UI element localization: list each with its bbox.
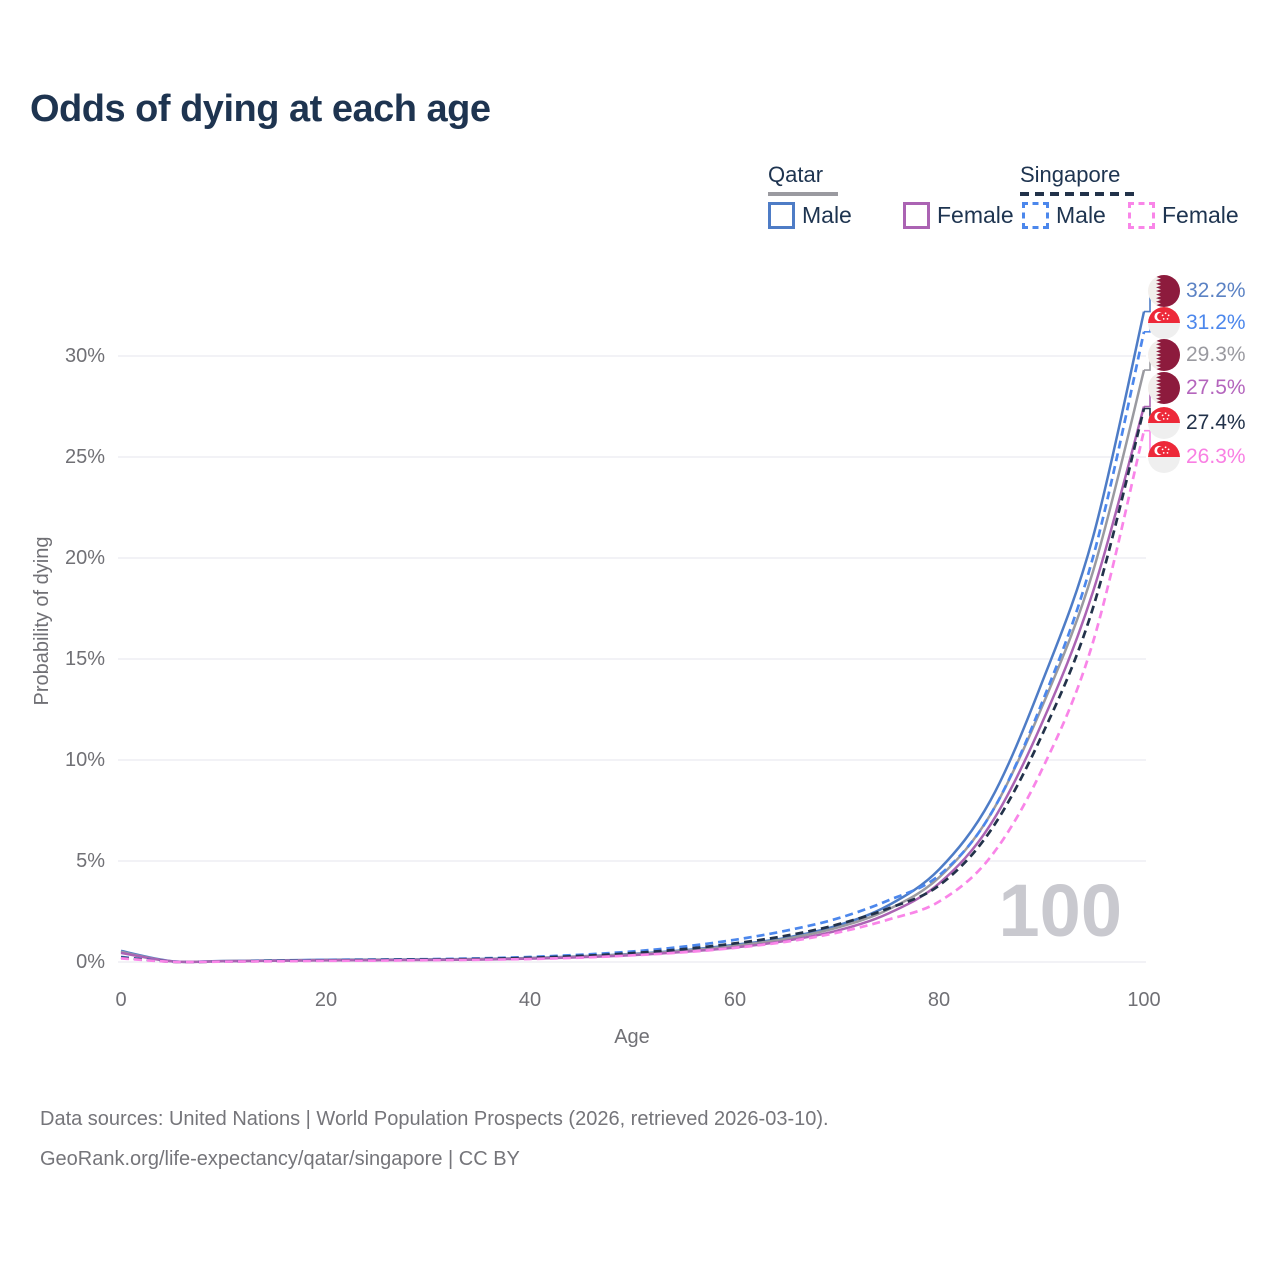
- end-value-label: 32.2%: [1186, 279, 1246, 302]
- singapore-flag-icon: [1148, 407, 1180, 439]
- series-line-singapore-male[interactable]: [120, 331, 1146, 964]
- legend-item-singapore-male[interactable]: Male: [1022, 202, 1106, 229]
- legend-item-label: Female: [937, 202, 1014, 228]
- series-lines: [120, 311, 1146, 964]
- x-tick-label: 0: [115, 989, 127, 1011]
- qatar-female-swatch-icon: [903, 202, 930, 229]
- end-value-label: 29.3%: [1186, 343, 1246, 366]
- legend-group-title-qatar: Qatar: [768, 162, 824, 187]
- line-end-label-singapore-female: 26.3%: [1148, 441, 1246, 473]
- legend-item-qatar-male[interactable]: Male: [768, 202, 852, 229]
- legend-item-singapore-female[interactable]: Female: [1128, 202, 1239, 229]
- x-tick-label: 100: [1127, 989, 1161, 1011]
- legend-item-label: Female: [1162, 202, 1239, 228]
- line-end-label-qatar-female: 27.5%: [1148, 372, 1246, 404]
- end-value-label: 31.2%: [1186, 311, 1246, 334]
- series-line-qatar-male[interactable]: [120, 311, 1146, 964]
- end-value-label: 27.4%: [1186, 411, 1246, 434]
- x-tick-label: 60: [723, 989, 747, 1011]
- age-watermark: 100: [998, 869, 1122, 952]
- y-tick-label: 25%: [64, 446, 105, 468]
- legend-item-label: Male: [1056, 202, 1106, 228]
- x-axis-title: Age: [614, 1026, 650, 1048]
- footer-data-sources: Data sources: United Nations | World Pop…: [40, 1108, 829, 1130]
- legend-underline-singapore: [1020, 192, 1135, 196]
- line-end-label-singapore-total: 27.4%: [1148, 407, 1246, 439]
- legend-item-label: Male: [802, 202, 852, 228]
- end-value-label: 27.5%: [1186, 376, 1246, 399]
- legend-item-qatar-female[interactable]: Female: [903, 202, 1014, 229]
- y-axis-title: Probability of dying: [31, 536, 53, 706]
- page-title: Odds of dying at each age: [30, 88, 491, 130]
- y-tick-label: 15%: [64, 648, 105, 670]
- qatar-flag-icon: [1148, 372, 1180, 404]
- qatar-flag-icon: [1148, 275, 1180, 307]
- end-value-label: 26.3%: [1186, 445, 1246, 468]
- y-tick-label: 30%: [64, 345, 105, 367]
- y-tick-label: 10%: [64, 749, 105, 771]
- singapore-male-swatch-icon: [1022, 202, 1049, 229]
- y-tick-label: 20%: [64, 547, 105, 569]
- line-end-label-qatar-male: 32.2%: [1148, 275, 1246, 307]
- line-end-label-qatar-total: 29.3%: [1148, 339, 1246, 371]
- gridlines: [118, 355, 1146, 963]
- legend-group-title-singapore: Singapore: [1020, 162, 1121, 187]
- series-line-singapore-female[interactable]: [120, 430, 1146, 964]
- x-tick-label: 20: [314, 989, 338, 1011]
- singapore-flag-icon: [1148, 307, 1180, 339]
- y-tick-label: 5%: [76, 850, 105, 872]
- qatar-male-swatch-icon: [768, 202, 795, 229]
- y-tick-label: 0%: [76, 951, 105, 973]
- x-tick-label: 80: [927, 989, 951, 1011]
- footer-attribution-link[interactable]: GeoRank.org/life-expectancy/qatar/singap…: [40, 1148, 520, 1170]
- singapore-flag-icon: [1148, 441, 1180, 473]
- qatar-flag-icon: [1148, 339, 1180, 371]
- legend-underline-qatar: [768, 192, 838, 196]
- singapore-female-swatch-icon: [1128, 202, 1155, 229]
- x-tick-label: 40: [518, 989, 542, 1011]
- line-end-label-singapore-male: 31.2%: [1148, 307, 1246, 339]
